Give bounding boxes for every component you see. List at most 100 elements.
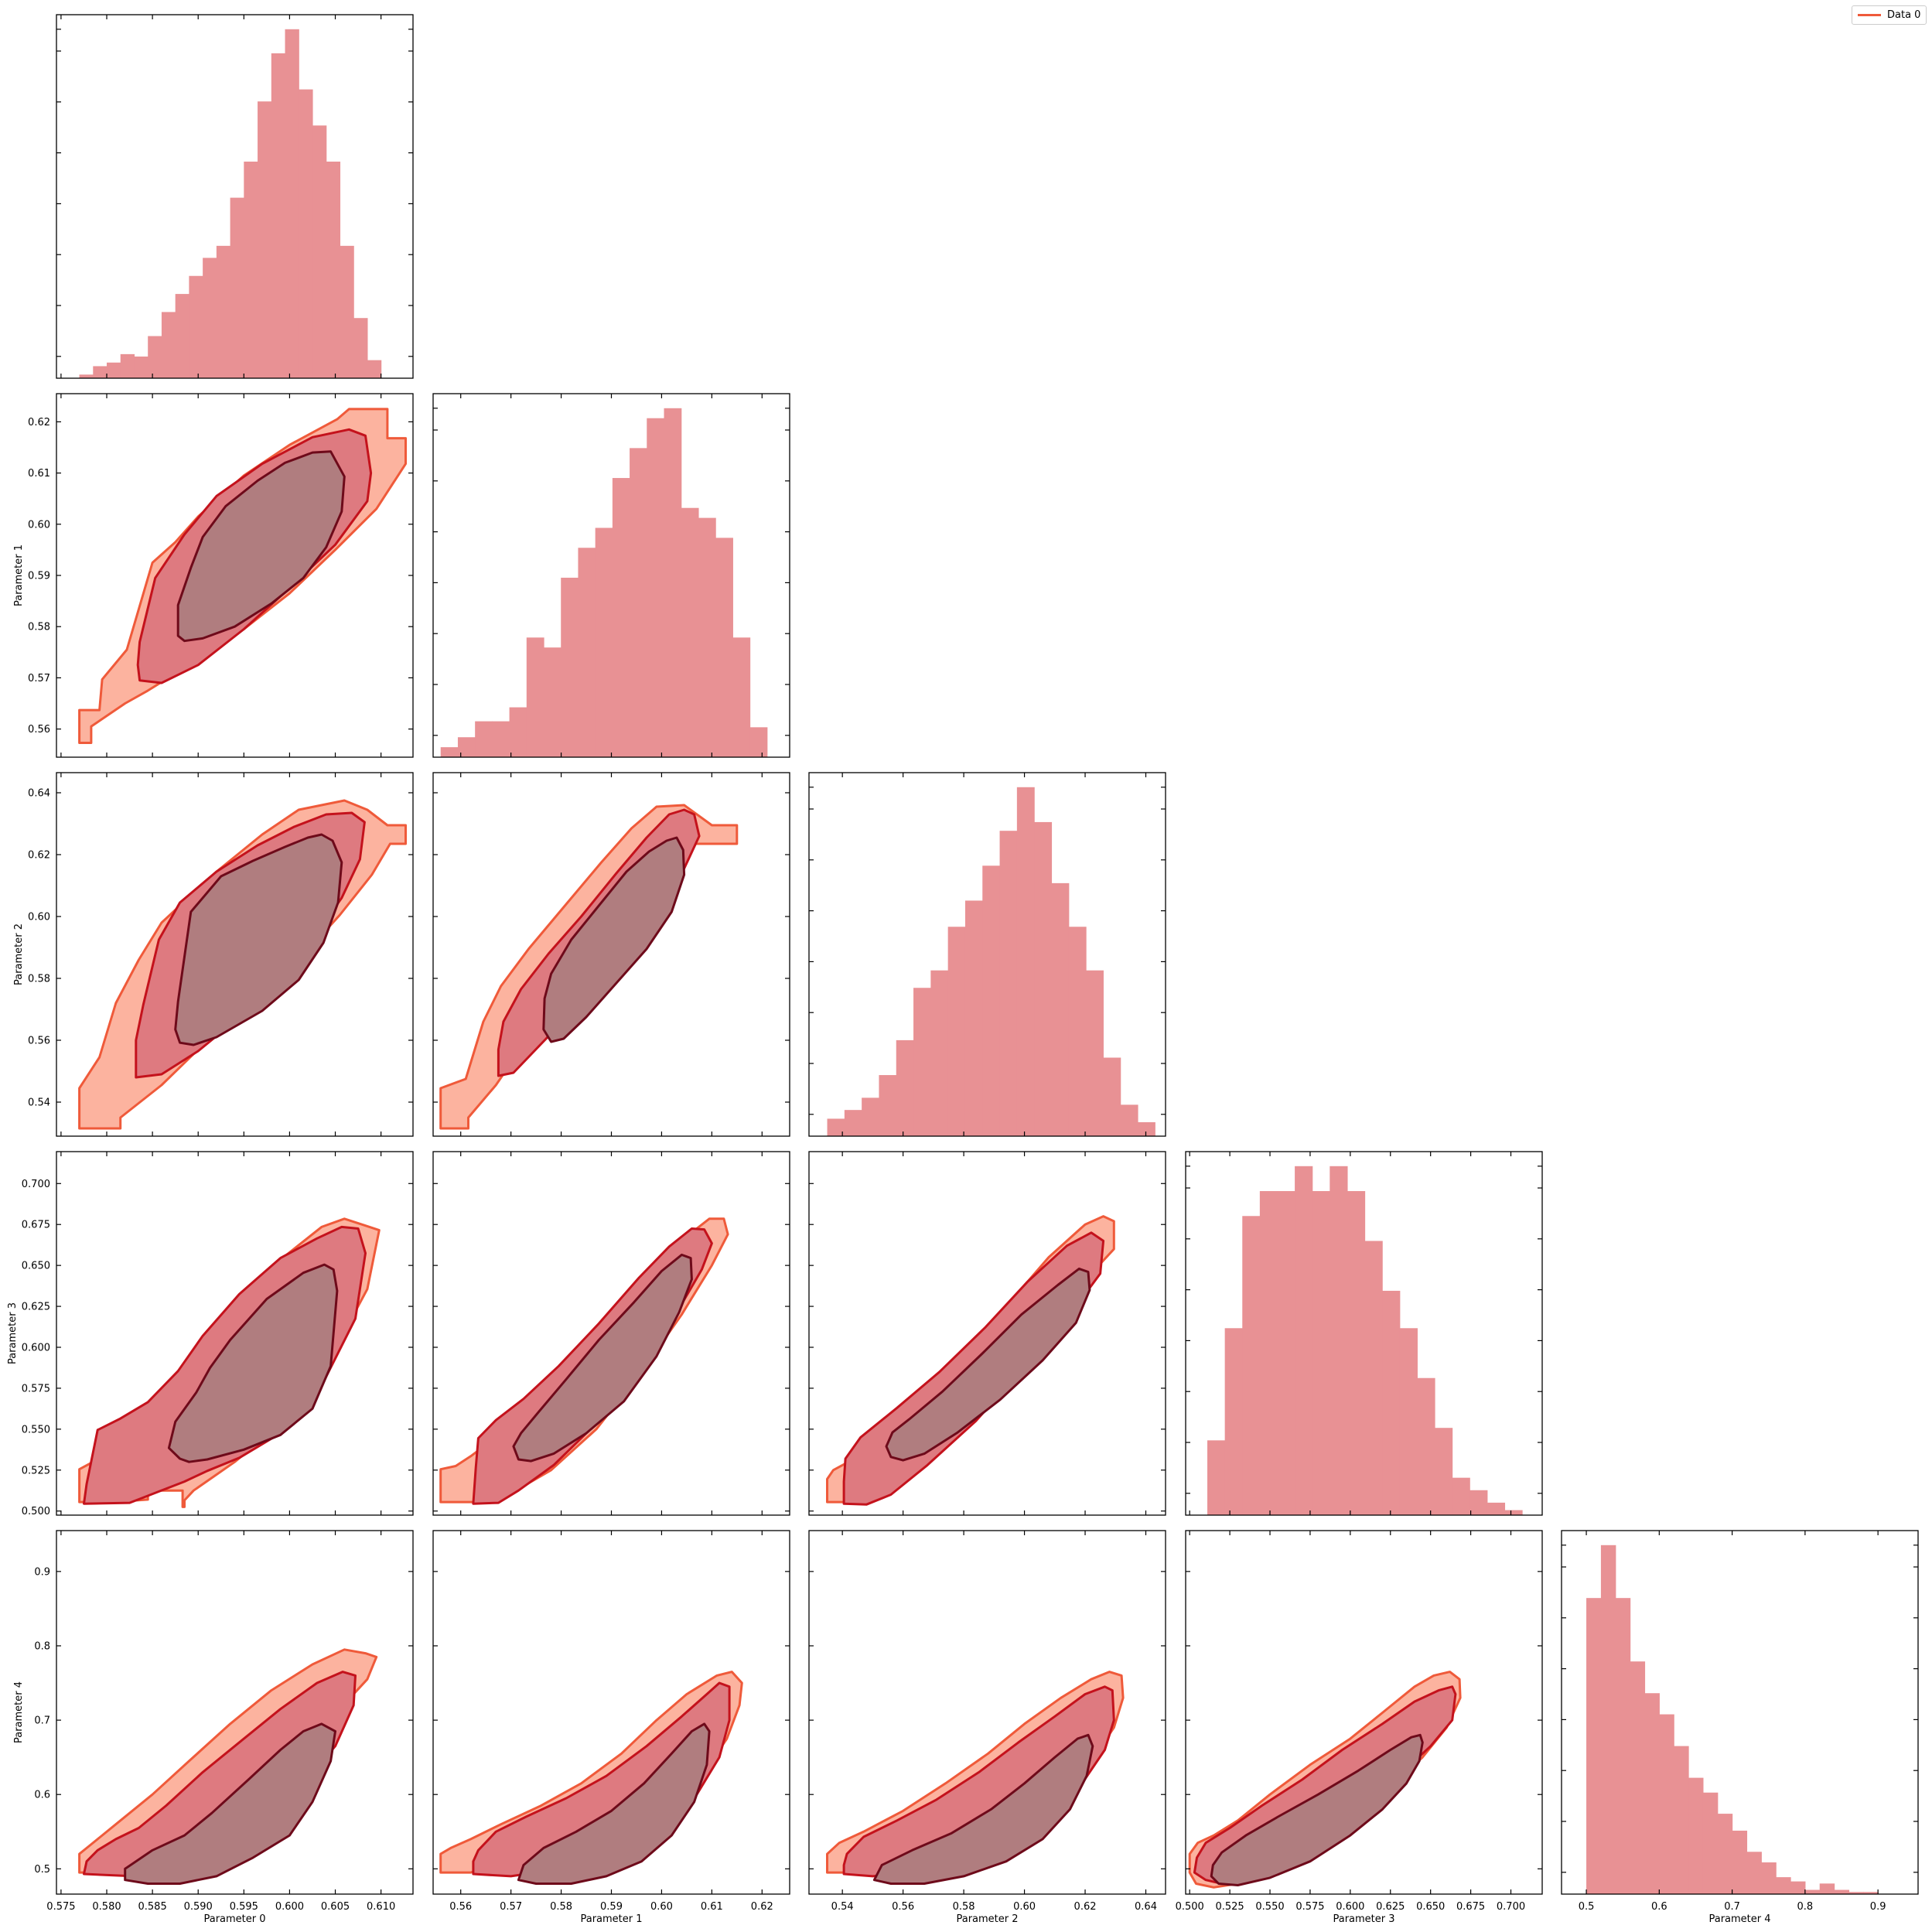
histogram-bar xyxy=(1615,1598,1631,1894)
histogram-bar xyxy=(492,721,510,757)
histogram-bar xyxy=(1242,1216,1261,1515)
x-tick-label: 0.595 xyxy=(230,1901,258,1913)
contour-inner xyxy=(517,1722,711,1885)
x-tick-label: 0.5 xyxy=(1579,1901,1595,1913)
y-tick-label: 0.54 xyxy=(28,1097,50,1109)
contour-inner xyxy=(885,1267,1091,1462)
histogram-bar xyxy=(1330,1166,1348,1515)
histogram-bar xyxy=(299,89,313,378)
y-tick-label: 0.62 xyxy=(28,417,50,428)
histogram-bar xyxy=(509,707,527,757)
x-axis-label: Parameter 2 xyxy=(956,1913,1018,1925)
contour-inner xyxy=(872,1733,1094,1885)
histogram-bar xyxy=(230,197,244,378)
y-tick-label: 0.575 xyxy=(22,1383,50,1394)
histogram-bar xyxy=(1863,1892,1879,1894)
x-tick-label: 0.590 xyxy=(184,1901,213,1913)
contour-panel-1-4 xyxy=(439,1671,743,1885)
x-tick-label: 0.9 xyxy=(1870,1901,1886,1913)
histogram-bar xyxy=(1312,1191,1330,1515)
y-tick-label: 0.61 xyxy=(28,468,50,480)
y-axis-label: Parameter 3 xyxy=(7,1302,19,1364)
legend-swatch xyxy=(1858,14,1881,16)
histogram-bar xyxy=(862,1097,880,1136)
histogram-bar xyxy=(1644,1693,1660,1894)
histogram-bar xyxy=(93,366,108,378)
histogram-bar xyxy=(1761,1862,1777,1894)
histogram-bar xyxy=(827,1118,845,1136)
histogram-bar xyxy=(1434,1428,1453,1515)
histogram-bar xyxy=(1586,1598,1602,1894)
histogram-bar xyxy=(1364,1241,1383,1515)
histogram-bar xyxy=(1103,1057,1121,1136)
contour-panel-1-2 xyxy=(439,804,739,1130)
legend: Data 0 xyxy=(1852,5,1927,25)
x-tick-label: 0.625 xyxy=(1376,1901,1405,1913)
histogram-bar xyxy=(1746,1852,1762,1894)
x-axis-label: Parameter 3 xyxy=(1333,1913,1394,1925)
histogram-bar xyxy=(1452,1477,1470,1515)
histogram-bar xyxy=(1732,1830,1748,1894)
x-tick-label: 0.57 xyxy=(500,1901,522,1913)
histogram-bar xyxy=(1417,1377,1435,1515)
y-tick-label: 0.550 xyxy=(22,1424,50,1435)
histogram-bar xyxy=(326,161,341,378)
contour-inner xyxy=(176,450,346,643)
panel-frame xyxy=(56,1530,414,1895)
histogram-bar xyxy=(630,448,647,757)
panel-frame xyxy=(1185,1530,1543,1895)
histogram-bar xyxy=(999,831,1018,1136)
histogram-bar xyxy=(1659,1714,1674,1894)
x-tick-label: 0.610 xyxy=(367,1901,395,1913)
histogram-bar xyxy=(1259,1191,1278,1515)
histogram-bar xyxy=(216,245,231,378)
histogram-bar xyxy=(1674,1746,1689,1894)
histogram-panel-1 xyxy=(440,408,768,757)
histogram-bar xyxy=(1600,1545,1616,1894)
histogram-bar xyxy=(1790,1881,1806,1894)
histogram-bar xyxy=(749,727,768,757)
y-tick-label: 0.59 xyxy=(28,571,50,582)
histogram-bar xyxy=(203,258,217,378)
histogram-bar xyxy=(1834,1889,1850,1894)
x-tick-label: 0.550 xyxy=(1255,1901,1284,1913)
histogram-bar xyxy=(664,408,682,757)
histogram-panel-4 xyxy=(1586,1545,1879,1894)
y-tick-label: 0.500 xyxy=(22,1506,50,1517)
histogram-bar xyxy=(1776,1877,1791,1894)
x-tick-label: 0.56 xyxy=(449,1901,472,1913)
histogram-bar xyxy=(561,577,579,757)
y-axis-label: Parameter 2 xyxy=(13,923,25,985)
x-tick-label: 0.58 xyxy=(550,1901,572,1913)
histogram-bar xyxy=(107,362,121,378)
contour-panel-0-2 xyxy=(78,799,407,1130)
histogram-bar xyxy=(1347,1191,1366,1515)
panel-frame xyxy=(56,772,414,1137)
y-tick-label: 0.58 xyxy=(28,622,50,633)
panel-frame xyxy=(808,1530,1166,1895)
x-tick-label: 0.605 xyxy=(321,1901,350,1913)
histogram-bar xyxy=(1819,1883,1835,1894)
x-tick-label: 0.500 xyxy=(1176,1901,1204,1913)
x-tick-label: 0.62 xyxy=(751,1901,773,1913)
x-tick-label: 0.7 xyxy=(1724,1901,1740,1913)
x-tick-label: 0.650 xyxy=(1416,1901,1445,1913)
y-tick-label: 0.675 xyxy=(22,1220,50,1231)
histogram-bar xyxy=(244,161,258,378)
histogram-bar xyxy=(844,1110,862,1136)
histogram-bar xyxy=(79,374,94,378)
y-tick-label: 0.5 xyxy=(34,1864,50,1876)
y-tick-label: 0.60 xyxy=(28,519,50,531)
y-axis-label: Parameter 1 xyxy=(13,544,25,606)
contour-panel-0-1 xyxy=(78,408,407,744)
contour-inner xyxy=(167,1263,339,1463)
histogram-bar xyxy=(698,517,716,757)
histogram-bar xyxy=(1277,1191,1295,1515)
y-tick-label: 0.625 xyxy=(22,1302,50,1313)
histogram-bar xyxy=(161,312,176,378)
x-axis-label: Parameter 0 xyxy=(203,1913,265,1925)
panel-frame xyxy=(808,772,1166,1137)
contour-panel-0-3 xyxy=(78,1217,381,1508)
histogram-bar xyxy=(475,721,493,757)
